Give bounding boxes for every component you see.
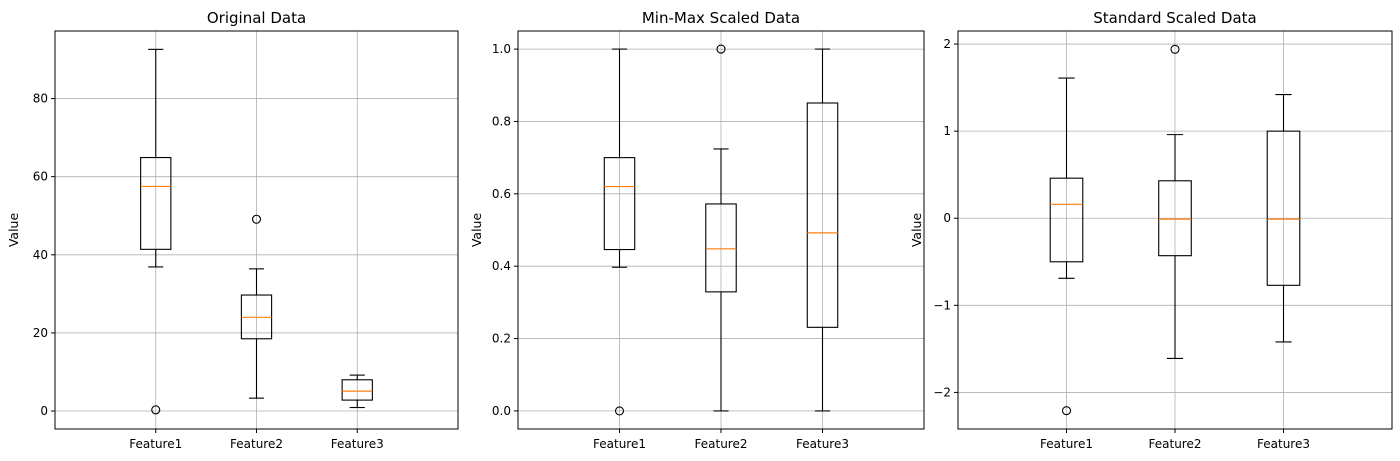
x-tick-label: Feature2 bbox=[230, 437, 283, 451]
y-axis-label: Value bbox=[909, 213, 924, 248]
outlier-point bbox=[716, 44, 726, 54]
y-tick-label: 0.8 bbox=[492, 114, 511, 128]
chart-panel-1: 0 20 40 60 80 Feature1 Feature2 Feature3 Origina… bbox=[6, 9, 459, 451]
box-feature3 bbox=[806, 48, 839, 412]
iqr-box bbox=[341, 379, 373, 401]
chart-title: Min-Max Scaled Data bbox=[642, 9, 800, 27]
y-tick-label: 1 bbox=[943, 124, 951, 138]
iqr-box bbox=[806, 102, 839, 328]
iqr-box bbox=[140, 156, 172, 250]
y-axis-label: Value bbox=[6, 213, 21, 248]
y-tick-label: 1.0 bbox=[492, 42, 511, 56]
box-feature1 bbox=[140, 48, 172, 415]
y-tick-label: 0.0 bbox=[492, 404, 511, 418]
outlier-point bbox=[151, 405, 161, 415]
box-feature1 bbox=[603, 48, 636, 416]
x-tick-label: Feature3 bbox=[796, 437, 849, 451]
chart-panel-3: −2 −1 0 1 2 Feature1 Feature2 Feature3 Standard … bbox=[909, 9, 1393, 451]
box-feature1 bbox=[1049, 77, 1084, 416]
y-tick-label: 0.6 bbox=[492, 187, 511, 201]
x-tick-label: Feature1 bbox=[1040, 437, 1093, 451]
y-tick-label: 0.4 bbox=[492, 259, 511, 273]
iqr-box bbox=[705, 203, 737, 293]
y-tick-label: 80 bbox=[33, 92, 48, 106]
x-tick-label: Feature3 bbox=[1257, 437, 1310, 451]
iqr-box bbox=[1049, 177, 1084, 263]
chart-panel-2: 0.0 0.2 0.4 0.6 0.8 1.0 Feature1 Feature2 Featur… bbox=[469, 9, 925, 451]
y-tick-label: 0 bbox=[943, 211, 951, 225]
y-tick-label: 0.2 bbox=[492, 332, 511, 346]
y-tick-label: 2 bbox=[943, 37, 951, 51]
box-feature2 bbox=[240, 214, 273, 399]
iqr-box bbox=[603, 157, 636, 251]
y-axis-label: Value bbox=[469, 213, 484, 248]
y-tick-label: 0 bbox=[40, 404, 48, 418]
iqr-box bbox=[1266, 130, 1301, 286]
box-feature3 bbox=[341, 374, 373, 409]
chart-title: Original Data bbox=[207, 9, 306, 27]
x-tick-label: Feature1 bbox=[129, 437, 182, 451]
box-feature2 bbox=[705, 44, 737, 412]
box-feature2 bbox=[1158, 44, 1192, 360]
x-tick-label: Feature1 bbox=[593, 437, 646, 451]
y-tick-label: 40 bbox=[33, 248, 48, 262]
y-tick-label: 20 bbox=[33, 326, 48, 340]
chart-title: Standard Scaled Data bbox=[1093, 9, 1256, 27]
y-tick-label: 60 bbox=[33, 170, 48, 184]
x-tick-label: Feature3 bbox=[331, 437, 384, 451]
x-tick-label: Feature2 bbox=[695, 437, 748, 451]
outlier-point bbox=[251, 214, 262, 224]
outlier-point bbox=[1061, 406, 1072, 416]
iqr-box bbox=[1158, 180, 1192, 257]
x-tick-label: Feature2 bbox=[1149, 437, 1202, 451]
outlier-point bbox=[1170, 44, 1180, 54]
y-tick-label: −2 bbox=[933, 385, 951, 399]
box-feature3 bbox=[1266, 94, 1301, 343]
outlier-point bbox=[614, 406, 625, 416]
y-tick-label: −1 bbox=[933, 298, 951, 312]
